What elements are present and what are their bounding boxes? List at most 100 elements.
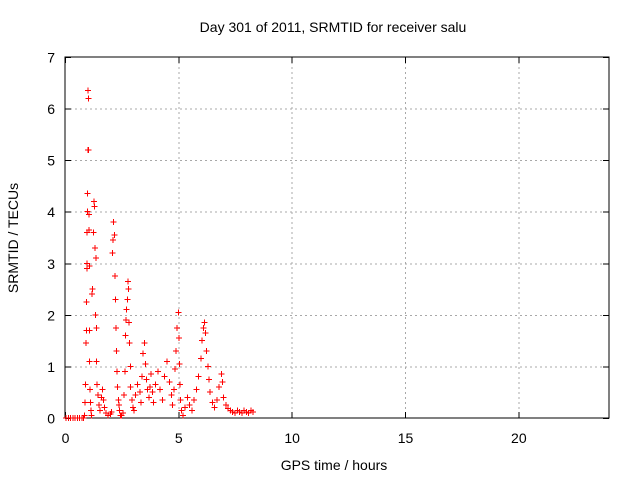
y-tick-label: 4 (47, 204, 55, 220)
data-point (109, 249, 116, 256)
data-point (195, 373, 202, 380)
data-point (108, 408, 115, 415)
data-point (220, 394, 227, 401)
data-point (140, 350, 147, 357)
plot-frame (64, 56, 610, 419)
data-point (130, 404, 136, 411)
data-point (92, 311, 99, 318)
data-point (207, 389, 214, 396)
data-point (126, 340, 133, 347)
data-point (125, 319, 132, 326)
data-point (222, 402, 229, 409)
data-point (84, 208, 91, 215)
data-point (143, 376, 150, 383)
data-point (88, 407, 95, 414)
data-point (86, 226, 93, 233)
data-point (186, 402, 193, 409)
data-point (122, 332, 129, 339)
data-point (85, 211, 92, 218)
data-point (86, 262, 93, 269)
data-point (177, 396, 184, 403)
data-point (139, 373, 146, 380)
data-point (168, 391, 175, 398)
data-point (150, 399, 157, 406)
data-point (86, 386, 93, 393)
data-point (250, 408, 257, 415)
data-point (86, 358, 93, 365)
data-point (204, 363, 211, 370)
data-point (161, 373, 168, 380)
data-point (93, 324, 100, 331)
data-point (110, 237, 117, 244)
data-point (188, 407, 195, 414)
x-tick-label: 10 (284, 430, 300, 446)
data-point (137, 399, 144, 406)
data-point (191, 396, 198, 403)
data-point (127, 363, 134, 370)
data-point (89, 291, 96, 298)
data-point (116, 407, 123, 414)
y-tick-label: 2 (47, 307, 55, 323)
data-point (170, 386, 177, 393)
y-tick-label: 1 (47, 359, 55, 375)
data-points (63, 87, 257, 421)
data-point (91, 198, 98, 205)
data-point (176, 360, 183, 367)
data-point (202, 329, 209, 336)
data-point (91, 244, 98, 251)
data-point (90, 229, 97, 236)
data-point (87, 399, 94, 406)
data-point (125, 286, 132, 293)
data-point (84, 190, 91, 197)
data-point (132, 391, 139, 398)
data-point (114, 384, 121, 391)
y-axis-title: SRMTID / TECUs (5, 183, 21, 293)
grid-lines (65, 57, 609, 418)
data-point (111, 273, 118, 280)
data-point (134, 381, 141, 388)
data-point (128, 396, 135, 403)
data-point (147, 384, 153, 391)
data-point (99, 386, 106, 393)
data-point (97, 407, 104, 414)
data-point (123, 306, 130, 313)
y-tick-label: 5 (47, 153, 55, 169)
data-point (209, 399, 216, 406)
data-point (115, 402, 122, 409)
x-tick-label: 0 (62, 430, 70, 446)
data-point (123, 317, 130, 324)
data-point (113, 347, 120, 354)
data-point (101, 404, 108, 411)
data-point (174, 324, 181, 331)
data-point (119, 409, 126, 416)
data-point (154, 368, 161, 375)
data-point (182, 404, 189, 411)
data-point (88, 412, 95, 419)
data-point (145, 394, 152, 401)
data-point (110, 219, 117, 226)
data-point (175, 309, 182, 316)
data-point (81, 399, 88, 406)
data-point (127, 384, 134, 391)
y-tick-label: 3 (47, 256, 55, 272)
data-point (198, 355, 204, 362)
data-point (124, 296, 131, 303)
data-point (113, 324, 119, 331)
data-point (177, 381, 184, 388)
axis-ticks: 0 5 10 15 20 0 1 2 3 4 5 6 7 (47, 50, 609, 446)
data-point (205, 376, 212, 383)
data-point (92, 255, 99, 262)
x-axis-title: GPS time / hours (281, 457, 388, 473)
data-point (91, 203, 98, 210)
data-point (213, 396, 220, 403)
data-point (81, 412, 88, 419)
data-point (93, 358, 100, 365)
data-point (218, 371, 225, 378)
data-point (122, 368, 129, 375)
data-point (100, 396, 107, 403)
data-point (175, 335, 182, 342)
data-point (111, 231, 118, 238)
data-point (169, 402, 176, 409)
data-point (166, 378, 173, 385)
